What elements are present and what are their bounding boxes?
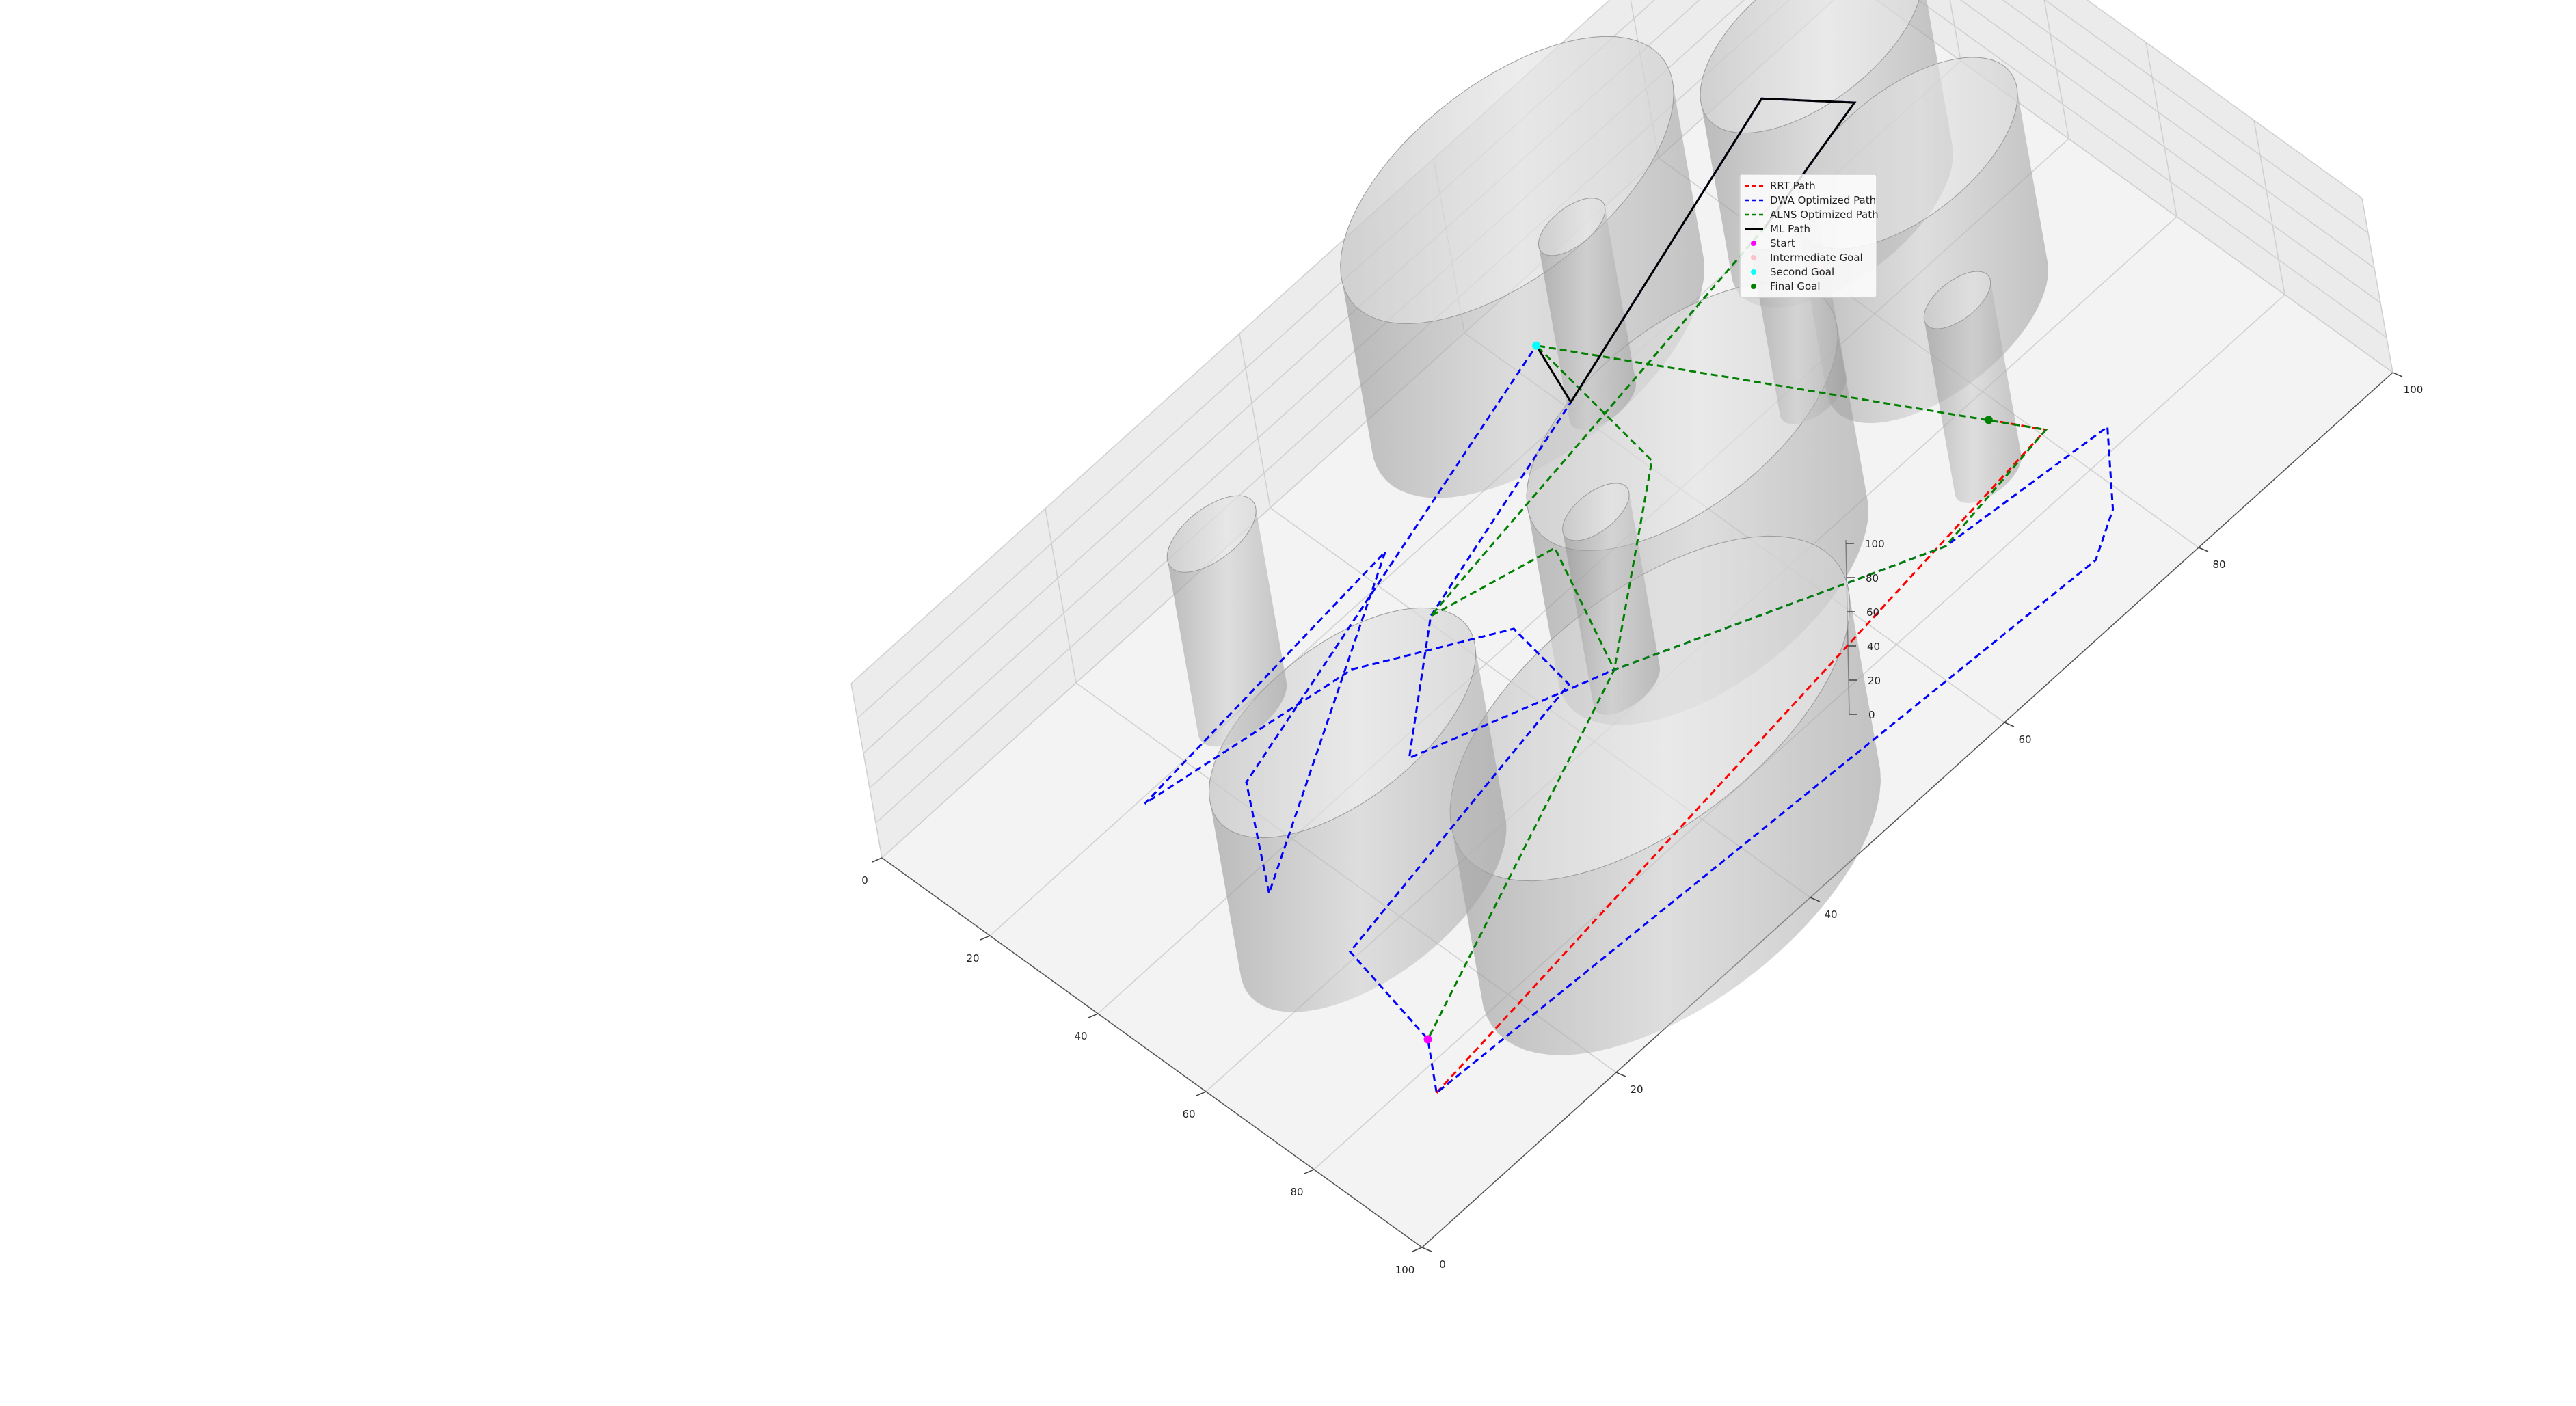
left-wall-grid-line <box>1239 333 1271 509</box>
legend-label: ALNS Optimized Path <box>1770 208 1879 221</box>
cylinder-obstacle-6 <box>1209 608 1507 1012</box>
y-tick-label: 20 <box>1630 1083 1643 1096</box>
legend-box <box>1739 174 1877 298</box>
y-tick-mark <box>2004 722 2015 727</box>
x-tick-mark <box>1412 1247 1423 1252</box>
x-axis-ticks: 0 20 40 60 80 100 <box>861 857 1423 1276</box>
cylinder-obstacle-7 <box>1167 496 1287 747</box>
x-tick-label: 60 <box>1182 1108 1195 1120</box>
floor-grid-line <box>1875 0 2393 373</box>
back-wall-grid-line <box>2361 198 2393 373</box>
series-line-alns-optimized-path <box>1427 226 2048 1040</box>
cylinder-top-5 <box>1449 535 1851 882</box>
cylinder-obstacle-5 <box>1450 536 1881 1055</box>
back-wall-grid-line <box>1949 0 1961 62</box>
back-wall-grid-line <box>2253 120 2285 295</box>
z-tick-label: 100 <box>1865 538 1885 550</box>
legend-label: Intermediate Goal <box>1770 252 1863 264</box>
legend: RRT Path DWA Optimized Path ALNS Optimized… <box>1739 174 1879 298</box>
cylinder-obstacles <box>1166 0 2049 1055</box>
back-wall-grid-line <box>2086 0 2363 199</box>
legend-label: ML Path <box>1770 223 1810 235</box>
z-tick-label: 0 <box>1868 709 1875 721</box>
back-wall-grid-line <box>2043 0 2069 139</box>
y-tick-mark <box>1615 1072 1626 1077</box>
back-wall-grid-line <box>2044 0 2369 234</box>
series-line-dwa-optimized-path <box>1144 97 2115 1095</box>
y-tick-label: 0 <box>1439 1258 1446 1271</box>
legend-marker <box>1751 255 1756 260</box>
z-tick-label: 80 <box>1866 572 1879 584</box>
x-tick-mark <box>980 935 991 941</box>
y-tick-label: 60 <box>2018 733 2031 746</box>
x-tick-label: 40 <box>1074 1030 1087 1042</box>
legend-label: RRT Path <box>1770 180 1816 192</box>
back-wall-grid-line <box>2002 0 2375 269</box>
z-axis-ticks: 0 20 40 60 80 100 <box>1846 538 1885 721</box>
cylinder-top-9 <box>1923 271 1991 329</box>
cylinder-top-1 <box>1340 36 1674 325</box>
z-tick-label: 60 <box>1866 606 1879 619</box>
path-series <box>1144 97 2115 1095</box>
y-tick-mark <box>2198 547 2209 552</box>
x-tick-mark <box>1196 1091 1207 1096</box>
x-tick-mark <box>872 857 883 863</box>
marker-final-goal <box>1984 416 1993 424</box>
cylinder-top-10 <box>1538 198 1606 256</box>
x-tick-label: 80 <box>1290 1186 1303 1198</box>
x-tick-mark <box>1304 1169 1315 1174</box>
y-tick-label: 100 <box>2404 383 2424 396</box>
back-wall-grid-line <box>1918 0 2387 338</box>
legend-label: Final Goal <box>1770 280 1821 293</box>
left-wall-grid-line <box>850 683 883 859</box>
x-tick-label: 100 <box>1395 1264 1415 1276</box>
legend-label: Start <box>1770 237 1795 249</box>
legend-marker <box>1751 284 1756 289</box>
y-tick-label: 40 <box>1824 908 1837 921</box>
legend-marker <box>1751 269 1756 275</box>
cylinder-top-11 <box>1562 483 1630 541</box>
legend-label: Second Goal <box>1770 266 1834 278</box>
back-wall-grid-line <box>2145 42 2177 217</box>
marker-start <box>1423 1035 1432 1044</box>
y-tick-mark <box>1421 1247 1432 1252</box>
legend-marker <box>1751 241 1756 246</box>
cylinder-top-7 <box>1166 495 1257 573</box>
z-tick-label: 40 <box>1867 640 1880 653</box>
y-tick-mark <box>2392 372 2403 377</box>
series-line-ml-path <box>1535 97 1857 405</box>
y-tick-mark <box>1810 897 1821 902</box>
legend-label: DWA Optimized Path <box>1770 194 1876 206</box>
z-tick-label: 20 <box>1868 675 1881 687</box>
x-tick-mark <box>1088 1013 1099 1018</box>
left-wall-grid-line <box>850 0 1611 684</box>
x-tick-label: 20 <box>966 952 979 964</box>
back-wall-grid-line <box>1959 0 2381 303</box>
axis-edge <box>1421 372 2393 1248</box>
cylinder-obstacle-11 <box>1562 483 1660 715</box>
y-axis-ticks: 0 20 40 60 80 100 <box>1421 372 2424 1271</box>
y-tick-label: 80 <box>2212 558 2225 571</box>
left-wall-grid-line <box>1045 508 1077 684</box>
marker-second-goal <box>1532 341 1541 350</box>
axis-edge <box>881 857 1423 1248</box>
cylinder-top-2 <box>1700 0 1920 134</box>
cylinder-obstacle-9 <box>1924 271 2022 503</box>
x-tick-label: 0 <box>861 874 868 887</box>
